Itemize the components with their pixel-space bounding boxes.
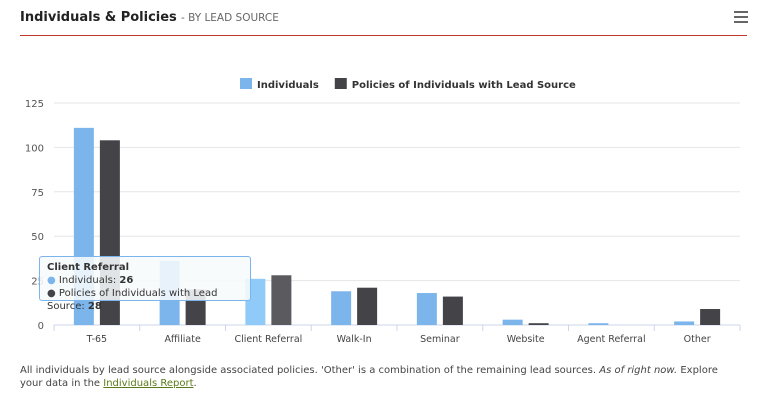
bar-individuals[interactable] — [331, 291, 352, 325]
bar-policies[interactable] — [700, 309, 721, 325]
x-tick-label: Walk-In — [337, 334, 372, 345]
x-tick-label: Website — [507, 334, 545, 345]
x-tick-label: Agent Referral — [577, 334, 645, 345]
chart-title: Individuals & Policies — [20, 10, 177, 25]
tooltip-line1-value: 26 — [119, 275, 134, 286]
y-tick-label: 75 — [31, 188, 44, 199]
tooltip-line2-label: Policies of Individuals with Lead Source… — [47, 288, 218, 312]
x-tick-label: Other — [684, 334, 711, 345]
footer-text: All individuals by lead source alongside… — [20, 365, 600, 376]
bar-policies[interactable] — [357, 287, 378, 325]
tooltip: Client Referral ● Individuals: 26 ● Poli… — [39, 256, 251, 312]
bar-policies[interactable] — [442, 296, 463, 325]
footer-italic: As of right now. — [599, 365, 678, 376]
bar-policies[interactable] — [528, 323, 549, 325]
hamburger-menu-icon[interactable] — [734, 11, 748, 26]
bar-individuals[interactable] — [674, 321, 695, 325]
header-divider — [20, 35, 747, 36]
legend-item[interactable]: Policies of Individuals with Lead Source — [352, 80, 576, 91]
y-tick-label: 100 — [25, 143, 44, 154]
chart-header: Individuals & Policies - BY LEAD SOURCE — [20, 10, 279, 25]
bar-individuals[interactable] — [502, 319, 523, 325]
x-tick-label: T-65 — [86, 334, 107, 345]
y-tick-label: 0 — [38, 321, 44, 332]
tooltip-title: Client Referral — [47, 262, 130, 273]
y-tick-label: 50 — [31, 232, 44, 243]
x-tick-label: Affiliate — [164, 334, 201, 345]
tooltip-line2-value: 28 — [87, 301, 102, 312]
y-tick-label: 125 — [25, 99, 44, 110]
individuals-report-link[interactable]: Individuals Report — [103, 378, 194, 389]
chart-description: All individuals by lead source alongside… — [20, 364, 740, 390]
legend-swatch — [334, 78, 347, 89]
x-tick-label: Seminar — [420, 334, 460, 345]
footer-text2: Explore your data in the — [20, 365, 718, 389]
bar-individuals[interactable] — [588, 323, 609, 325]
bar-policies[interactable] — [271, 275, 292, 325]
chart-subtitle: - BY LEAD SOURCE — [180, 12, 279, 24]
legend-item[interactable]: Individuals — [257, 80, 319, 91]
x-tick-label: Client Referral — [234, 334, 302, 345]
legend-swatch — [240, 78, 252, 89]
bar-individuals[interactable] — [416, 293, 437, 325]
footer-end: . — [193, 378, 197, 389]
y-tick-label: 25 — [31, 277, 44, 288]
tooltip-line1-label: Individuals: — [58, 275, 120, 286]
